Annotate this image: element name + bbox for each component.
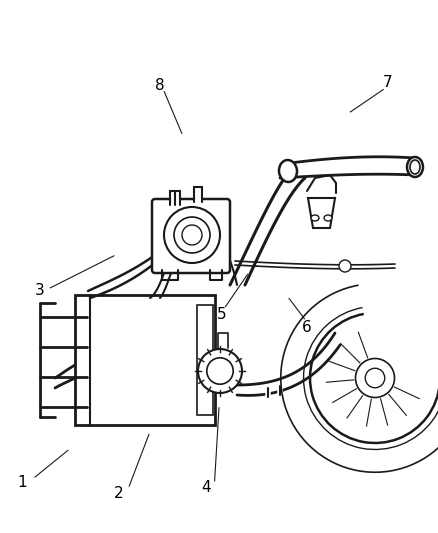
- Text: 6: 6: [302, 320, 311, 335]
- FancyBboxPatch shape: [152, 199, 230, 273]
- Circle shape: [339, 260, 351, 272]
- Circle shape: [174, 217, 210, 253]
- Bar: [197, 305, 213, 415]
- Circle shape: [207, 358, 233, 384]
- Circle shape: [365, 368, 385, 387]
- Ellipse shape: [407, 157, 423, 177]
- Text: 3: 3: [35, 283, 44, 298]
- Ellipse shape: [311, 215, 319, 221]
- Text: 5: 5: [216, 307, 226, 322]
- Circle shape: [356, 359, 395, 398]
- Text: 1: 1: [17, 475, 27, 490]
- Polygon shape: [308, 198, 335, 228]
- Text: 4: 4: [201, 480, 211, 495]
- Text: 7: 7: [383, 75, 392, 90]
- Ellipse shape: [410, 160, 420, 174]
- Ellipse shape: [324, 215, 332, 221]
- Circle shape: [198, 349, 242, 393]
- Circle shape: [164, 207, 220, 263]
- Bar: [75, 295, 215, 425]
- Text: 2: 2: [113, 486, 123, 500]
- Text: 8: 8: [155, 78, 165, 93]
- Circle shape: [182, 225, 202, 245]
- Ellipse shape: [279, 160, 297, 182]
